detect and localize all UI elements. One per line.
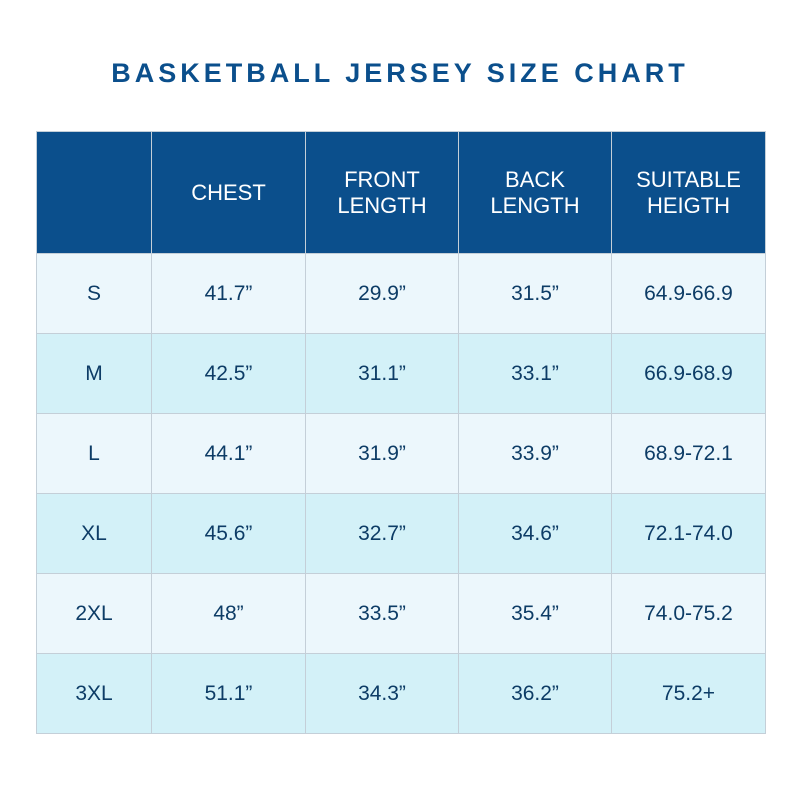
value-cell: 72.1-74.0: [611, 493, 766, 574]
size-cell: M: [36, 333, 152, 414]
value-cell: 45.6”: [151, 493, 306, 574]
row: XL 45.6” 32.7” 34.6” 72.1-74.0: [36, 493, 766, 574]
value-cell: 68.9-72.1: [611, 413, 766, 494]
header-cell: BACK LENGTH: [458, 131, 612, 254]
value-cell: 75.2+: [611, 653, 766, 734]
row: S 41.7” 29.9” 31.5” 64.9-66.9: [36, 253, 766, 334]
header-cell: CHEST: [151, 131, 306, 254]
row: M 42.5” 31.1” 33.1” 66.9-68.9: [36, 333, 766, 414]
size-cell: 3XL: [36, 653, 152, 734]
value-cell: 31.1”: [305, 333, 459, 414]
value-cell: 33.9”: [458, 413, 612, 494]
table-body: S 41.7” 29.9” 31.5” 64.9-66.9 M 42.5” 31.1” 33.1…: [36, 253, 766, 734]
value-cell: 35.4”: [458, 573, 612, 654]
value-cell: 34.3”: [305, 653, 459, 734]
value-cell: 31.5”: [458, 253, 612, 334]
value-cell: 44.1”: [151, 413, 306, 494]
value-cell: 42.5”: [151, 333, 306, 414]
size-cell: 2XL: [36, 573, 152, 654]
row: L 44.1” 31.9” 33.9” 68.9-72.1: [36, 413, 766, 494]
value-cell: 34.6”: [458, 493, 612, 574]
size-cell: S: [36, 253, 152, 334]
value-cell: 51.1”: [151, 653, 306, 734]
value-cell: 31.9”: [305, 413, 459, 494]
header-cell: FRONT LENGTH: [305, 131, 459, 254]
size-table: CHEST FRONT LENGTH BACK LENGTH SUITABLE HEI…: [36, 131, 766, 734]
value-cell: 66.9-68.9: [611, 333, 766, 414]
size-cell: L: [36, 413, 152, 494]
value-cell: 32.7”: [305, 493, 459, 574]
value-cell: 29.9”: [305, 253, 459, 334]
value-cell: 48”: [151, 573, 306, 654]
title: BASKETBALL JERSEY SIZE CHART: [111, 58, 689, 88]
header-cell: [36, 131, 152, 254]
row: 3XL 51.1” 34.3” 36.2” 75.2+: [36, 653, 766, 734]
value-cell: 74.0-75.2: [611, 573, 766, 654]
size-cell: XL: [36, 493, 152, 574]
header-row: CHEST FRONT LENGTH BACK LENGTH SUITABLE HEI…: [36, 131, 766, 254]
value-cell: 64.9-66.9: [611, 253, 766, 334]
value-cell: 36.2”: [458, 653, 612, 734]
value-cell: 33.1”: [458, 333, 612, 414]
value-cell: 41.7”: [151, 253, 306, 334]
row: 2XL 48” 33.5” 35.4” 74.0-75.2: [36, 573, 766, 654]
value-cell: 33.5”: [305, 573, 459, 654]
header-cell: SUITABLE HEIGTH: [611, 131, 766, 254]
